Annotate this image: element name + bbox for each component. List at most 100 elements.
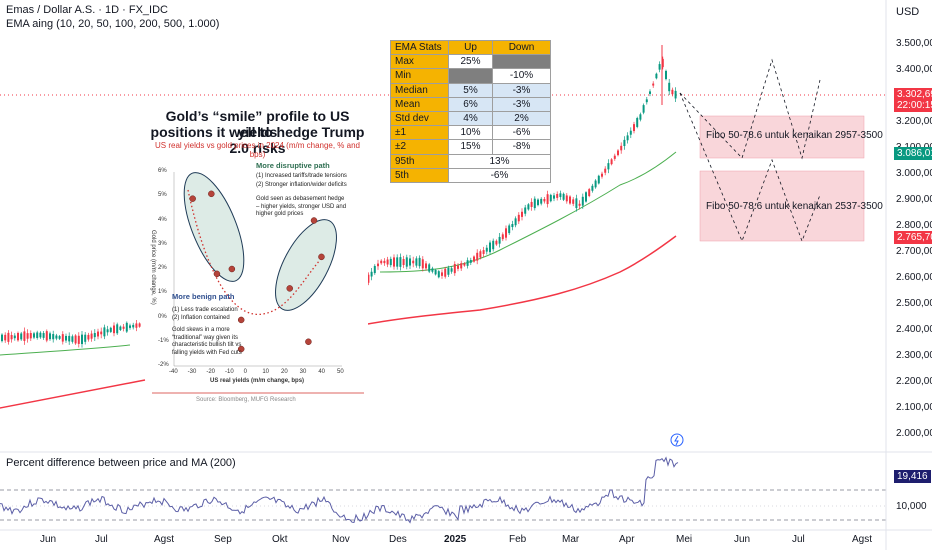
- candle-body: [473, 256, 475, 262]
- candle-body: [613, 155, 616, 159]
- candle-body: [373, 265, 376, 274]
- candle-body: [116, 324, 119, 334]
- down-cell: -8%: [492, 139, 551, 155]
- candle-body: [498, 236, 501, 244]
- projection-path-lower[interactable]: [679, 92, 821, 243]
- row-label: ±1: [390, 125, 449, 141]
- inset-y-tick: 2%: [158, 265, 167, 271]
- price-tick-label: 3.200,000: [896, 116, 932, 127]
- table-row: Mean 6% -3%: [390, 96, 551, 112]
- inset-title-line2: positions it well to hedge Trump 2.0 ris…: [150, 124, 365, 156]
- candle-body: [575, 198, 578, 209]
- last-price-tag[interactable]: 3.302,690 22:00:15: [894, 88, 932, 112]
- scatter-point: [310, 217, 318, 224]
- candle-body: [428, 264, 431, 272]
- candle-body: [668, 82, 671, 92]
- inset-x-tick: 10: [262, 369, 270, 375]
- candle-body: [405, 257, 408, 267]
- price-tick-label: 2.500,000: [896, 298, 932, 309]
- candle-body: [425, 263, 427, 269]
- candle-body: [537, 199, 539, 206]
- candle-body: [77, 335, 80, 344]
- ema-long-tag[interactable]: 2.765,700: [894, 231, 932, 244]
- candle-body: [434, 269, 437, 275]
- indicator-label[interactable]: EMA aing (10, 20, 50, 100, 200, 500, 1.0…: [6, 18, 220, 30]
- inset-title-line1: Gold’s “smile” profile to US yields: [165, 108, 350, 140]
- candle-body: [409, 258, 411, 266]
- ema-short-tag[interactable]: 3.086,018: [894, 147, 932, 160]
- candle-body: [655, 73, 658, 79]
- oscillator-title[interactable]: Percent difference between price and MA …: [6, 457, 236, 469]
- candle-body: [559, 193, 562, 198]
- candle-body: [511, 224, 514, 228]
- projection-path-upper[interactable]: [679, 58, 821, 160]
- candle-body: [460, 263, 463, 269]
- candle-body: [524, 207, 527, 214]
- candle-body: [521, 211, 523, 217]
- fibo-zone-upper[interactable]: [699, 115, 865, 159]
- disruptive-point-2: (2) Stronger inflation/wider deficits: [256, 182, 347, 188]
- time-tick-label: 2025: [444, 534, 467, 545]
- fibo-label-lower[interactable]: Fibo 50-78.6 untuk kenaikan 2537-3500: [706, 201, 883, 212]
- candle-body: [629, 130, 632, 135]
- time-tick-label: Jul: [95, 534, 108, 545]
- inset-y-tick: 5%: [158, 192, 167, 199]
- candle-body: [389, 258, 392, 266]
- candle-body: [463, 263, 466, 266]
- price-tick-label: 2.700,000: [896, 246, 932, 257]
- candle-body: [508, 225, 511, 234]
- lightning-icon[interactable]: [670, 433, 684, 447]
- candle-body: [652, 83, 655, 86]
- candlestick-series[interactable]: [1, 45, 677, 348]
- countdown-value: 22:00:15: [897, 100, 932, 111]
- candle-body: [65, 335, 67, 341]
- candle-body: [447, 267, 450, 275]
- symbol-title[interactable]: Emas / Dollar A.S. · 1D · FX_IDC: [6, 4, 168, 16]
- candle-body: [106, 329, 109, 333]
- benign-cluster-ellipse: [183, 172, 245, 282]
- candle-body: [58, 336, 61, 339]
- candle-body: [588, 189, 591, 197]
- table-row: 5th -6%: [390, 167, 551, 183]
- candle-body: [393, 257, 395, 267]
- candle-body: [607, 163, 610, 170]
- inset-y-tick: -2%: [158, 362, 169, 368]
- candle-body: [119, 326, 122, 330]
- oscillator-value-tag[interactable]: 19,416: [894, 470, 931, 483]
- scatter-point: [213, 270, 221, 278]
- price-tick-label: 2.400,000: [896, 324, 932, 335]
- candle-body: [17, 332, 19, 341]
- inset-subtitle: US real yields vs gold prices in 2024 (m…: [155, 141, 360, 159]
- scatter-point: [237, 316, 245, 324]
- down-cell: -10%: [492, 68, 551, 84]
- scatter-point: [189, 195, 196, 202]
- fibo-label-upper[interactable]: Fibo 50-78.6 untuk kenaikan 2957-3500: [706, 130, 883, 141]
- price-tick-label: 3.500,000: [896, 38, 932, 49]
- last-price-value: 3.302,690: [897, 89, 932, 100]
- disruptive-cluster-ellipse: [275, 219, 337, 311]
- candle-body: [569, 196, 571, 204]
- candle-body: [431, 268, 434, 272]
- up-cell: 15%: [448, 139, 493, 155]
- candle-body: [626, 135, 629, 141]
- disruptive-note: Gold seen as debasement hedge – higher y…: [256, 196, 347, 217]
- candle-body: [639, 114, 642, 120]
- candle-body: [135, 323, 138, 328]
- candle-body: [476, 252, 479, 261]
- candle-body: [81, 334, 83, 345]
- candle-body: [383, 260, 386, 264]
- down-cell: -3%: [492, 96, 551, 112]
- currency-label[interactable]: USD: [896, 6, 920, 18]
- candle-body: [495, 240, 498, 245]
- table-row: Max 25%: [390, 54, 551, 70]
- candle-body: [380, 260, 383, 264]
- candle-body: [129, 325, 131, 328]
- time-tick-label: Jul: [792, 534, 805, 545]
- time-tick-label: Jun: [734, 534, 751, 545]
- candle-body: [572, 199, 575, 204]
- candle-body: [441, 272, 443, 276]
- candle-body: [418, 257, 421, 267]
- candle-body: [565, 195, 568, 202]
- down-cell: -3%: [492, 82, 551, 98]
